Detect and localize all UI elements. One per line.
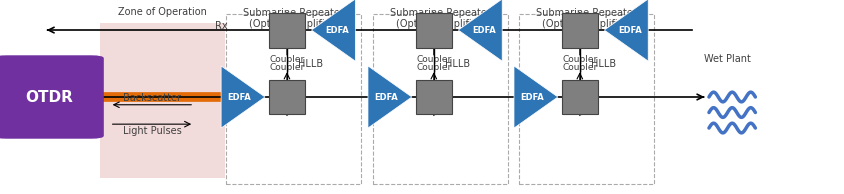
Text: OTDR: OTDR [25, 89, 73, 105]
FancyBboxPatch shape [562, 13, 598, 48]
Text: Light Pulses: Light Pulses [122, 126, 181, 136]
FancyBboxPatch shape [0, 55, 104, 139]
Polygon shape [458, 0, 502, 61]
Text: Submarine Repeater
(Optical Amplifier): Submarine Repeater (Optical Amplifier) [390, 8, 491, 29]
Text: Tx: Tx [223, 78, 235, 88]
Text: Coupler: Coupler [269, 55, 305, 64]
FancyBboxPatch shape [100, 23, 225, 178]
Polygon shape [311, 0, 355, 61]
FancyBboxPatch shape [269, 13, 305, 48]
FancyBboxPatch shape [416, 80, 452, 114]
FancyBboxPatch shape [269, 80, 305, 114]
Text: EDFA: EDFA [521, 93, 544, 101]
Text: EDFA: EDFA [375, 93, 398, 101]
Text: Coupler: Coupler [562, 55, 598, 64]
Polygon shape [514, 66, 558, 128]
Text: EDFA: EDFA [228, 93, 252, 101]
Text: Submarine Repeater
(Optical Amplifier): Submarine Repeater (Optical Amplifier) [243, 8, 344, 29]
FancyBboxPatch shape [416, 13, 452, 48]
Text: HLLB: HLLB [591, 59, 616, 68]
Text: EDFA: EDFA [325, 26, 349, 35]
Polygon shape [368, 66, 412, 128]
Text: HLLB: HLLB [298, 59, 323, 68]
Text: Wet Plant: Wet Plant [704, 54, 751, 64]
Text: Coupler: Coupler [416, 55, 452, 64]
Text: EDFA: EDFA [472, 26, 495, 35]
Polygon shape [221, 66, 265, 128]
Text: HLLB: HLLB [445, 59, 470, 68]
Text: Coupler: Coupler [416, 63, 452, 72]
Polygon shape [604, 0, 648, 61]
Text: Backscatter: Backscatter [123, 93, 181, 103]
Text: Coupler: Coupler [269, 63, 305, 72]
FancyBboxPatch shape [562, 80, 598, 114]
Text: EDFA: EDFA [618, 26, 641, 35]
Text: Submarine Repeater
(Optical Amplifier): Submarine Repeater (Optical Amplifier) [536, 8, 637, 29]
Text: Rx: Rx [215, 21, 228, 31]
Text: Coupler: Coupler [562, 63, 598, 72]
Text: Zone of Operation: Zone of Operation [117, 7, 207, 17]
